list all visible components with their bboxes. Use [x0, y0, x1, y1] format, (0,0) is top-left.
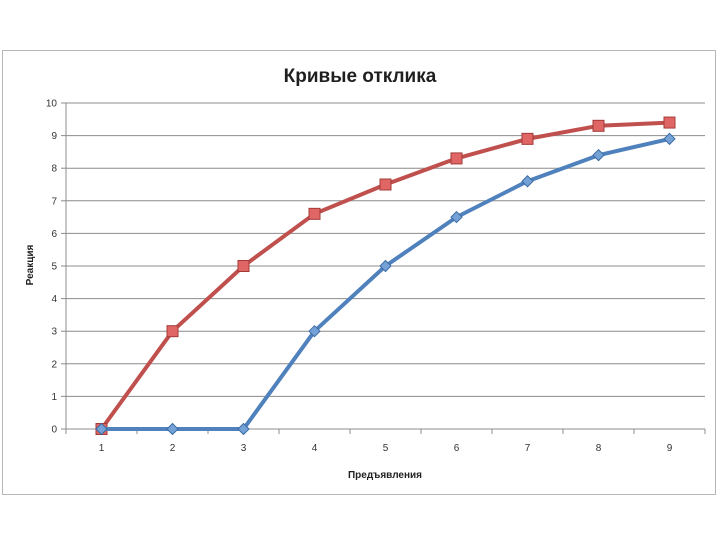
- series-1: [95, 116, 676, 435]
- x-tick-labels: 1 2 3 4 5 6 7 8 9: [99, 443, 673, 454]
- x-tick-label: 7: [525, 443, 531, 454]
- data-point: [237, 260, 250, 272]
- data-point: [379, 259, 392, 273]
- y-tick-label: 9: [51, 131, 57, 142]
- y-tick-label: 3: [51, 327, 57, 338]
- y-tick-label: 8: [51, 164, 57, 175]
- x-tick-label: 9: [667, 443, 673, 454]
- data-point: [663, 132, 676, 146]
- y-tick-label: 1: [51, 392, 57, 403]
- series-2: [95, 132, 676, 436]
- grid-lines: [66, 102, 705, 397]
- x-tick-label: 2: [170, 443, 176, 454]
- y-tick-label: 5: [51, 262, 57, 273]
- data-point: [308, 324, 321, 338]
- data-point: [521, 175, 534, 188]
- x-tick-label: 8: [596, 443, 602, 454]
- x-axis-title: Предъявления: [348, 470, 422, 481]
- y-tick-label: 4: [51, 294, 57, 305]
- x-tick-label: 1: [99, 443, 105, 454]
- y-tick-label: 10: [46, 99, 58, 110]
- y-tick-label: 0: [51, 425, 57, 436]
- y-tick-labels: 0 1 2 3 4 5 6 7 8 9 10: [46, 99, 58, 436]
- x-tick-label: 3: [241, 443, 247, 454]
- y-axis-title: Реакция: [25, 245, 36, 286]
- data-point: [166, 325, 179, 338]
- data-point: [237, 422, 250, 436]
- data-point: [592, 148, 605, 162]
- data-point: [521, 132, 534, 145]
- data-point: [450, 210, 463, 224]
- data-point: [379, 178, 392, 191]
- series-layer: [95, 116, 676, 436]
- data-point: [95, 422, 108, 436]
- data-point: [663, 116, 676, 129]
- data-point: [450, 152, 463, 165]
- y-tick-label: 7: [51, 196, 57, 207]
- x-tick-label: 6: [454, 443, 460, 454]
- data-point: [592, 119, 605, 132]
- chart-title: Кривые отклика: [283, 66, 437, 87]
- y-tick-label: 6: [51, 229, 57, 240]
- data-point: [166, 422, 179, 436]
- y-tick-label: 2: [51, 359, 57, 370]
- x-tick-label: 5: [383, 443, 389, 454]
- x-tick-label: 4: [312, 443, 318, 454]
- data-point: [308, 207, 321, 220]
